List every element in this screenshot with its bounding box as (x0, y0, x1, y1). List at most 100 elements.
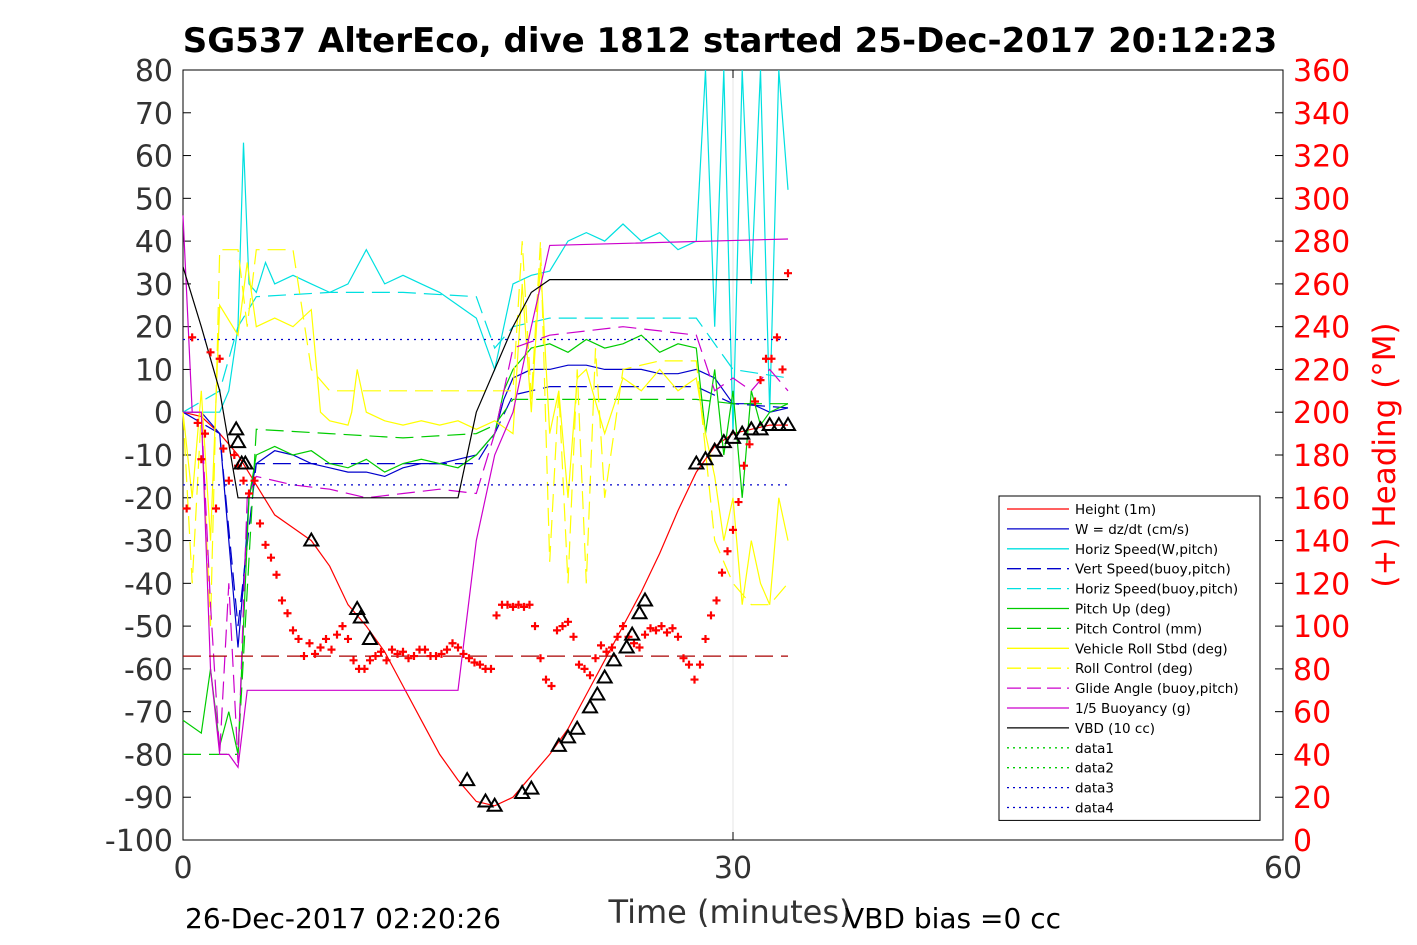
y-right-tick-label: 20 (1293, 781, 1331, 816)
heading-point (586, 671, 594, 680)
triangle-marker (485, 796, 504, 812)
legend-label: Height (1m) (1075, 502, 1156, 518)
heading-point (547, 682, 556, 690)
heading-point (740, 461, 748, 470)
heading-point (399, 647, 407, 656)
heading-point (668, 624, 677, 633)
heading-point (465, 654, 473, 663)
heading-point (553, 626, 561, 635)
heading-point (250, 476, 259, 485)
legend-box (998, 495, 1261, 821)
series-line-10 (182, 215, 789, 769)
heading-point (239, 476, 248, 485)
heading-point (641, 630, 649, 639)
heading-point (316, 643, 325, 652)
heading-point (619, 622, 627, 631)
heading-point (657, 622, 666, 631)
triangle-marker (236, 454, 255, 470)
y-right-tick-label: 280 (1293, 225, 1350, 260)
series-line-6 (183, 398, 788, 756)
heading-point (201, 429, 209, 438)
x-axis: 0 30 60 (173, 70, 1302, 886)
heading-point (448, 639, 457, 648)
legend-label: 1/5 Buoyancy (g) (1075, 701, 1191, 717)
heading-point (751, 397, 759, 406)
heading-point (558, 622, 567, 631)
heading-point (404, 654, 413, 663)
heading-point (476, 660, 484, 669)
heading-point (773, 333, 781, 342)
footer-timestamp: 26-Dec-2017 02:20:26 (185, 902, 501, 935)
heading-point (575, 660, 583, 669)
heading-point (492, 611, 501, 620)
legend: Height (1m) W = dz/dt (cm/s) Horiz Speed(W… (998, 495, 1261, 821)
heading-point (696, 660, 704, 669)
y-tick-label: 40 (135, 225, 173, 260)
right-axis-label: (+) Heading (°M) (1367, 322, 1403, 587)
y-tick-label: 50 (135, 182, 173, 217)
y-tick-label: -30 (124, 525, 173, 560)
triangle-marker (779, 416, 797, 432)
heading-point (224, 476, 233, 485)
heading-point (212, 504, 220, 513)
y-right-tick-label: 340 (1293, 97, 1350, 132)
heading-point (580, 664, 589, 673)
series-line-11 (182, 266, 788, 499)
heading-point (602, 647, 611, 656)
heading-point (344, 634, 352, 643)
triangle-marker (581, 698, 599, 714)
legend-label: W = dz/dt (cm/s) (1075, 522, 1189, 538)
heading-point (503, 600, 512, 609)
heading-point (652, 626, 660, 635)
heading-point (635, 643, 644, 652)
y-tick-label: 10 (135, 353, 173, 388)
heading-point (197, 455, 206, 464)
heading-point (723, 547, 732, 556)
heading-point (294, 634, 303, 643)
y-tick-label: -80 (124, 738, 173, 773)
y-tick-label: -70 (124, 696, 173, 731)
triangle-marker (588, 685, 607, 701)
heading-point (410, 652, 418, 661)
triangle-marker (361, 629, 379, 645)
legend-label: Pitch Up (deg) (1075, 602, 1171, 618)
heading-point (646, 624, 655, 633)
y-tick-label: 0 (154, 396, 173, 431)
y-right-tick-label: 300 (1293, 182, 1350, 217)
y-right-tick-label: 80 (1293, 653, 1331, 688)
x-tick-label: 0 (173, 851, 192, 886)
triangle-marker (630, 604, 649, 620)
y-tick-label: -20 (124, 482, 173, 517)
heading-point (388, 645, 396, 654)
heading-point (454, 643, 462, 652)
heading-point (509, 602, 517, 611)
series-line-0 (182, 411, 788, 807)
heading-point (261, 540, 270, 549)
heading-point (327, 645, 336, 654)
heading-point (230, 451, 239, 459)
legend-label: data4 (1075, 801, 1114, 817)
heading-point (393, 649, 402, 658)
legend-label: Vehicle Roll Stbd (deg) (1075, 641, 1228, 657)
y-right-tick-label: 360 (1293, 54, 1350, 89)
triangle-markers (227, 416, 797, 812)
heading-point (734, 498, 743, 507)
triangle-marker (636, 591, 654, 607)
heading-point (679, 654, 688, 663)
heading-point (784, 269, 792, 278)
heading-point (569, 632, 578, 641)
legend-label: data3 (1075, 781, 1114, 797)
heading-point (421, 645, 429, 654)
y-tick-label: -60 (124, 653, 173, 688)
heading-point (613, 632, 622, 641)
y-tick-label: 60 (135, 140, 173, 175)
heading-point (215, 354, 224, 363)
triangle-marker (522, 779, 541, 795)
heading-point (219, 444, 228, 453)
series-line-2 (183, 69, 789, 434)
heading-point (663, 628, 671, 637)
heading-point (707, 611, 715, 620)
triangle-marker (229, 433, 247, 449)
chart-title: SG537 AlterEco, dive 1812 started 25-Dec… (183, 21, 1278, 61)
